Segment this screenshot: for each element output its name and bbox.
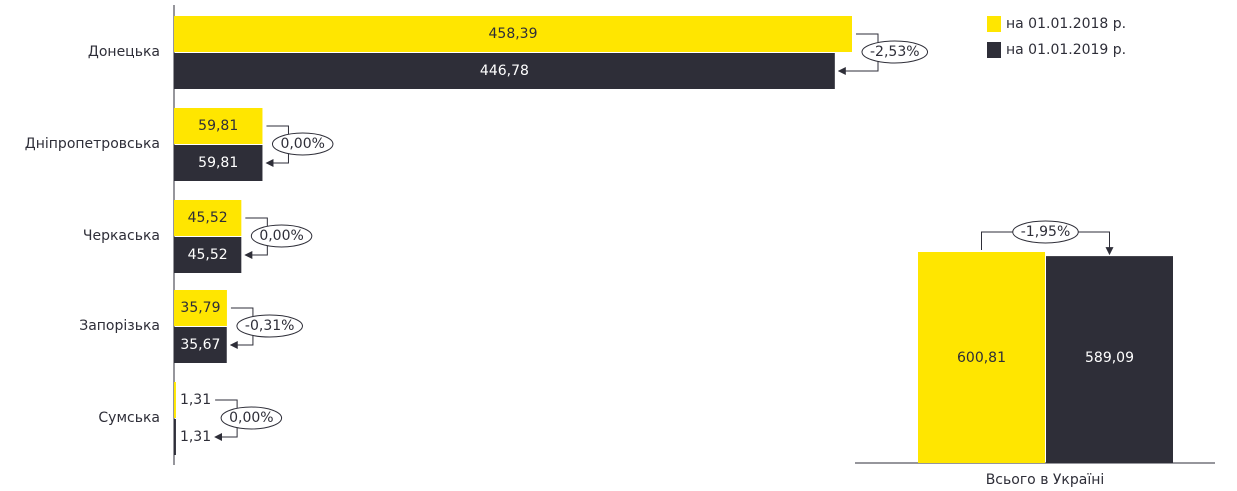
- legend-swatch: [987, 16, 1001, 32]
- change-label: 0,00%: [280, 136, 324, 152]
- bar: [174, 53, 835, 89]
- bar: [1046, 256, 1173, 463]
- value-label: 589,09: [1085, 350, 1134, 366]
- value-label: 1,31: [180, 429, 211, 445]
- category-label: Сумська: [98, 410, 160, 426]
- bar: [174, 145, 263, 181]
- value-label: 59,81: [198, 155, 238, 171]
- value-label: 59,81: [198, 118, 238, 134]
- bar: [174, 419, 176, 455]
- value-label: 35,79: [180, 300, 220, 316]
- change-label: 0,00%: [229, 410, 273, 426]
- bar: [174, 237, 242, 273]
- legend-swatch: [987, 42, 1001, 58]
- legend-label: на 01.01.2019 р.: [1006, 42, 1126, 58]
- value-label: 45,52: [188, 210, 228, 226]
- bar: [174, 16, 852, 52]
- bar: [174, 108, 263, 144]
- category-label: Всього в Україні: [986, 472, 1105, 488]
- bar: [174, 200, 242, 236]
- bar: [174, 290, 227, 326]
- value-label: 35,67: [180, 337, 220, 353]
- bar: [174, 382, 176, 418]
- category-label: Дніпропетровська: [25, 136, 160, 152]
- category-label: Запорізька: [79, 318, 160, 334]
- change-ellipse: [250, 224, 313, 248]
- value-label: 458,39: [489, 26, 538, 42]
- change-ellipse: [271, 132, 334, 156]
- bar: [174, 327, 227, 363]
- change-ellipse: [236, 314, 303, 338]
- value-label: 446,78: [480, 63, 529, 79]
- bar: [918, 252, 1045, 463]
- change-ellipse: [220, 406, 283, 430]
- value-label: 600,81: [957, 350, 1006, 366]
- change-ellipse: [861, 40, 929, 64]
- legend-label: на 01.01.2018 р.: [1006, 16, 1126, 32]
- value-label: 1,31: [180, 392, 211, 408]
- change-label: -2,53%: [870, 44, 920, 60]
- category-label: Черкаська: [83, 228, 160, 244]
- change-label: 0,00%: [259, 228, 303, 244]
- change-ellipse: [1012, 220, 1079, 244]
- change-label: -1,95%: [1021, 224, 1071, 240]
- value-label: 45,52: [188, 247, 228, 263]
- category-label: Донецька: [88, 44, 160, 60]
- change-label: -0,31%: [245, 318, 295, 334]
